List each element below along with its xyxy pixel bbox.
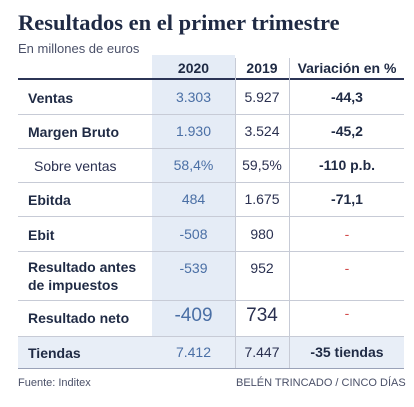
value-2020: 1.930 <box>175 123 212 139</box>
value-variation: -45,2 <box>331 123 363 139</box>
value-2019: 980 <box>250 226 274 242</box>
tiendas-row-background <box>18 336 404 368</box>
value-2019: 5.927 <box>244 89 280 105</box>
header-divider <box>18 78 404 80</box>
chart-title: Resultados en el primer trimestre <box>18 10 340 35</box>
row-divider <box>18 336 404 337</box>
column-header-variation: Variación en % <box>297 60 397 76</box>
value-2020: -508 <box>179 226 208 242</box>
row-label: Ebitda <box>28 192 71 208</box>
chart-subtitle: En millones de euros <box>18 41 140 56</box>
table-bottom-divider <box>18 368 404 369</box>
credit-note: BELÉN TRINCADO / CINCO DÍAS <box>236 377 406 389</box>
row-label: Ventas <box>28 90 74 106</box>
value-variation: - <box>344 305 350 321</box>
value-variation: - <box>344 226 350 242</box>
row-divider <box>18 182 404 183</box>
highlight-2020-column <box>152 55 235 368</box>
value-2019: 734 <box>246 305 278 326</box>
row-divider <box>18 148 404 149</box>
column-header-2019: 2019 <box>246 60 278 76</box>
row-label: Resultado antes de impuestos <box>28 259 137 293</box>
row-label: Tiendas <box>28 345 81 361</box>
value-variation: - <box>344 260 350 276</box>
row-label: Resultado neto <box>28 310 130 326</box>
value-2019: 952 <box>250 260 274 276</box>
row-divider <box>18 251 404 252</box>
row-label: Sobre ventas <box>34 158 117 174</box>
row-divider <box>18 216 404 217</box>
column-header-2020: 2020 <box>177 60 210 76</box>
value-2019: 3.524 <box>244 123 280 139</box>
row-divider <box>18 300 404 301</box>
value-2019: 1.675 <box>244 191 280 207</box>
row-divider <box>18 114 404 115</box>
value-variation: -71,1 <box>331 191 363 207</box>
value-2019: 7.447 <box>244 344 280 360</box>
value-2020: 484 <box>181 191 206 207</box>
value-variation: -35 tiendas <box>310 344 384 360</box>
value-2020: 58,4% <box>173 157 214 173</box>
value-2020: 3.303 <box>175 89 212 105</box>
value-2020: -409 <box>174 305 213 326</box>
value-2020: -539 <box>179 260 208 276</box>
column-separator <box>235 58 236 368</box>
row-label: Ebit <box>28 227 55 243</box>
value-variation: -44,3 <box>331 89 363 105</box>
source-note: Fuente: Inditex <box>18 377 91 389</box>
value-variation: -110 p.b. <box>318 157 376 173</box>
value-2019: 59,5% <box>242 157 282 173</box>
row-label: Margen Bruto <box>28 124 119 140</box>
column-separator <box>289 58 290 368</box>
value-2020: 7.412 <box>175 344 212 360</box>
